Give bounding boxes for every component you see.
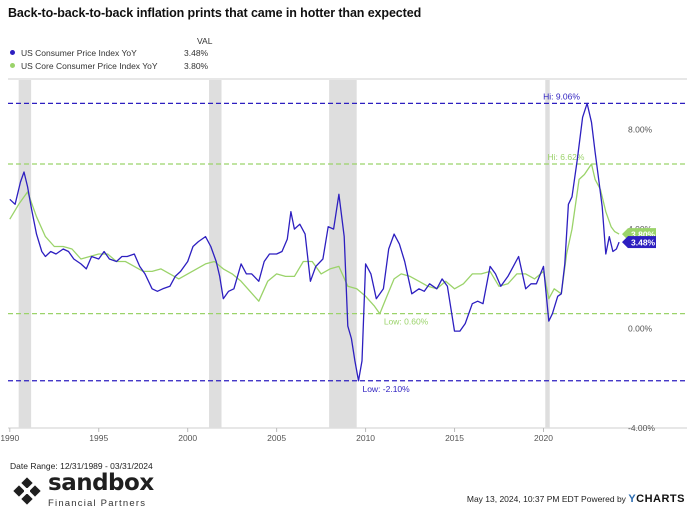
end-label-pointer [622, 236, 628, 249]
x-tick-label: 2005 [267, 433, 286, 443]
x-tick-label: 1990 [0, 433, 19, 443]
y-tick-label: 8.00% [628, 125, 653, 135]
reference-line-label: Low: -2.10% [362, 384, 410, 394]
ycharts-logo-prefix: Y [628, 493, 637, 505]
series-line[interactable] [9, 163, 620, 315]
legend-item-value: 3.80% [184, 61, 209, 71]
footer-attribution: May 13, 2024, 10:37 PM EDT Powered by YC… [467, 493, 685, 505]
recession-band [209, 80, 222, 428]
y-tick-label: 0.00% [628, 324, 653, 334]
legend-item-cpi[interactable]: US Consumer Price Index YoY 3.48% [10, 48, 208, 60]
series-line[interactable] [9, 102, 620, 382]
timestamp: May 13, 2024, 10:37 PM EDT Powered by [466, 494, 626, 504]
date-range: Date Range: 12/31/1989 - 03/31/2024 [10, 461, 153, 471]
x-axis-ticks: 1990 1995 2000 2005 2010 2015 2020 [0, 428, 553, 443]
end-label-text: 3.48% [631, 238, 656, 248]
legend-item-value: 3.48% [184, 48, 209, 58]
end-label-pointer [622, 228, 628, 241]
reference-line-label: Hi: 6.62% [548, 152, 585, 162]
legend-item-label: US Consumer Price Index YoY [21, 48, 137, 58]
recession-band [545, 80, 550, 428]
end-value-label: 3.48% [622, 236, 656, 249]
reference-lines: Hi: 9.06% Hi: 6.62% Low: 0.60% Low: -2.10% [8, 91, 687, 394]
recession-bands [18, 80, 550, 428]
x-tick-label: 2015 [445, 433, 464, 443]
end-label-text: 3.80% [631, 230, 656, 240]
legend-dot-cpi [10, 50, 15, 56]
recession-band [18, 80, 32, 428]
legend-dot-core-cpi [10, 63, 15, 69]
legend-item-label: US Core Consumer Price Index YoY [21, 61, 158, 71]
reference-line-label: Low: 0.60% [384, 317, 429, 327]
y-tick-label: -4.00% [628, 423, 655, 433]
end-label-box [628, 236, 656, 249]
ycharts-logo-text: CHARTS [636, 493, 685, 505]
ycharts-logo[interactable]: YCHARTS [628, 493, 685, 505]
end-value-labels: 3.80%3.48% [622, 228, 656, 249]
chart-title: Back-to-back-to-back inflation prints th… [8, 6, 422, 20]
logo-wordmark: sandbox [48, 470, 154, 496]
x-tick-label: 2010 [356, 433, 375, 443]
company-logo: sandbox Financial Partners [12, 470, 172, 510]
x-tick-label: 2000 [178, 433, 197, 443]
x-tick-label: 2020 [534, 433, 553, 443]
x-tick-label: 1995 [89, 433, 108, 443]
legend-item-core-cpi[interactable]: US Core Consumer Price Index YoY 3.80% [10, 61, 208, 73]
logo-subtitle: Financial Partners [48, 498, 147, 509]
series-lines [9, 102, 620, 382]
y-axis-ticks: -4.00%0.00%4.00%8.00% [628, 125, 655, 433]
recession-band [329, 80, 357, 428]
logo-mark-icon [13, 477, 41, 505]
legend-value-header: VAL [197, 36, 213, 46]
reference-line-label: Hi: 9.06% [543, 91, 580, 101]
